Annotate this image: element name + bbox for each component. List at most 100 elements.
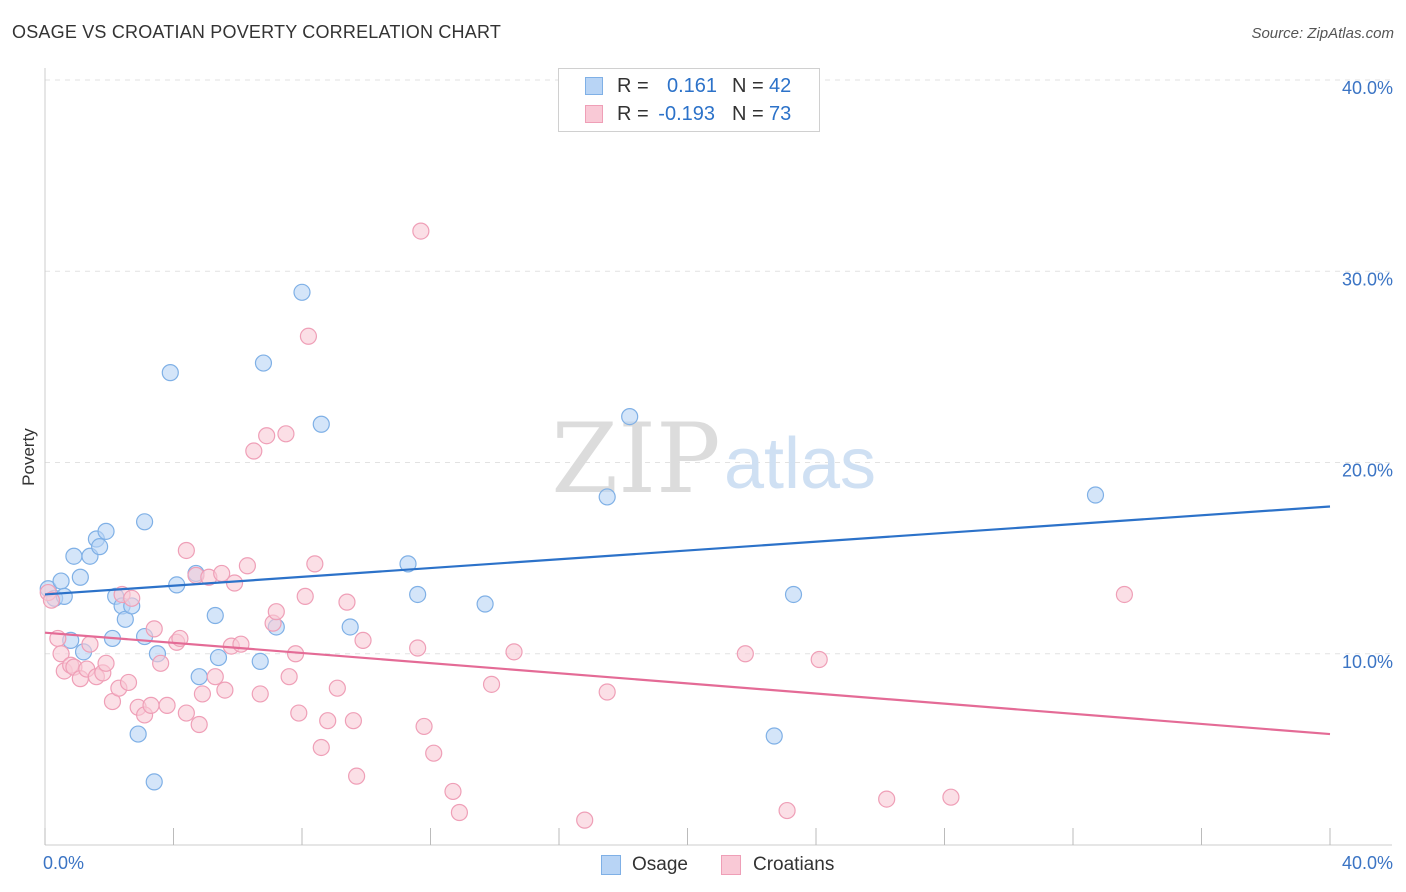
legend-n-value: 73 [769,103,792,125]
watermark-atlas: atlas [724,424,876,504]
data-point-croatians [145,620,163,638]
legend-swatch-osage [585,77,603,95]
data-point-osage [145,773,163,791]
grid-lines [45,79,1392,655]
y-axis-label: Poverty [19,428,38,486]
trend-lines [44,505,1331,736]
data-point-croatians [81,635,99,653]
data-point-croatians [251,685,269,703]
y-tick-label: 20.0% [1342,461,1393,481]
data-point-croatians [97,654,115,672]
data-point-croatians [52,645,70,663]
data-point-croatians [425,744,443,762]
y-tick-label: 30.0% [1342,269,1393,289]
data-point-osage [251,652,269,671]
data-point-croatians [238,557,256,575]
data-point-croatians [177,704,195,722]
source-credit: Source: ZipAtlas.com [1251,25,1394,42]
series-legend: Osage Croatians [0,852,1406,878]
data-point-croatians [267,603,285,621]
data-point-croatians [482,675,501,693]
legend-r-label: R = [617,75,649,97]
data-point-croatians [232,635,250,653]
data-point-osage [190,668,208,686]
data-point-croatians [158,696,176,714]
data-point-croatians [280,668,298,686]
trend-line-croatians [44,631,1331,736]
legend-n-label: N = [732,103,764,125]
data-point-osage [598,488,616,506]
legend-swatch-osage [601,855,621,875]
data-point-croatians [415,717,433,736]
legend-r-value: -0.193 [658,103,715,125]
data-point-croatians [290,704,308,722]
data-point-osage [209,648,228,667]
data-point-osage [409,585,427,604]
data-point-croatians [193,685,212,703]
data-point-osage [293,283,311,301]
data-point-croatians [412,222,430,240]
data-point-osage [784,585,803,604]
y-tick-label: 10.0% [1342,652,1393,672]
legend-label-osage: Osage [632,854,688,875]
x-tick-label: 0.0% [43,853,84,873]
data-point-osage [161,364,179,382]
legend-label-croatians: Croatians [753,854,835,875]
data-point-croatians [942,788,960,806]
legend-n-label: N = [732,75,764,97]
data-point-croatians [338,593,356,611]
data-point-croatians [119,673,138,692]
data-points [39,222,1134,829]
data-point-croatians [177,541,195,560]
data-point-croatians [778,801,796,820]
data-point-osage [312,415,330,433]
data-point-croatians [878,790,896,808]
data-point-osage [129,725,147,743]
data-point-croatians [810,650,828,669]
data-point-croatians [42,591,61,609]
data-point-croatians [299,327,318,345]
data-point-croatians [123,589,141,607]
data-point-croatians [576,811,594,829]
data-point-croatians [306,555,324,573]
legend-swatch-croatians [585,105,603,123]
y-tick-label: 40.0% [1342,78,1393,98]
data-point-osage [71,568,89,586]
data-point-osage [97,522,115,540]
data-point-croatians [736,645,754,663]
data-point-croatians [505,643,523,661]
data-point-croatians [190,715,208,734]
data-point-osage [621,408,639,426]
data-point-croatians [225,574,244,592]
data-point-osage [91,538,109,556]
data-point-osage [52,572,70,590]
x-tick-label: 40.0% [1342,853,1393,873]
data-point-osage [341,618,359,636]
data-point-croatians [348,767,366,785]
data-point-croatians [444,782,462,801]
data-point-croatians [296,587,314,605]
data-point-croatians [328,679,346,697]
data-point-croatians [245,442,263,460]
legend-r-label: R = [617,103,649,125]
data-point-croatians [409,639,427,657]
tick-labels: 10.0% 20.0% 30.0% 40.0% 0.0% 40.0% [43,78,1393,873]
chart-title: OSAGE VS CROATIAN POVERTY CORRELATION CH… [12,22,502,42]
data-point-croatians [598,683,616,701]
data-point-croatians [277,425,295,443]
legend-n-value: 42 [769,75,792,97]
data-point-osage [135,513,154,531]
data-point-croatians [142,696,160,714]
data-point-osage [399,555,417,573]
trend-line-osage [44,505,1331,596]
data-point-croatians [206,668,224,686]
data-point-osage [254,354,273,372]
correlation-legend: R = 0.161 N = 42 R = -0.193 N = 73 [558,68,820,132]
data-point-osage [765,727,783,745]
data-point-croatians [152,654,170,672]
axes [44,68,1392,846]
data-point-osage [476,595,494,613]
legend-swatch-croatians [721,855,741,875]
data-point-osage [1086,486,1105,504]
